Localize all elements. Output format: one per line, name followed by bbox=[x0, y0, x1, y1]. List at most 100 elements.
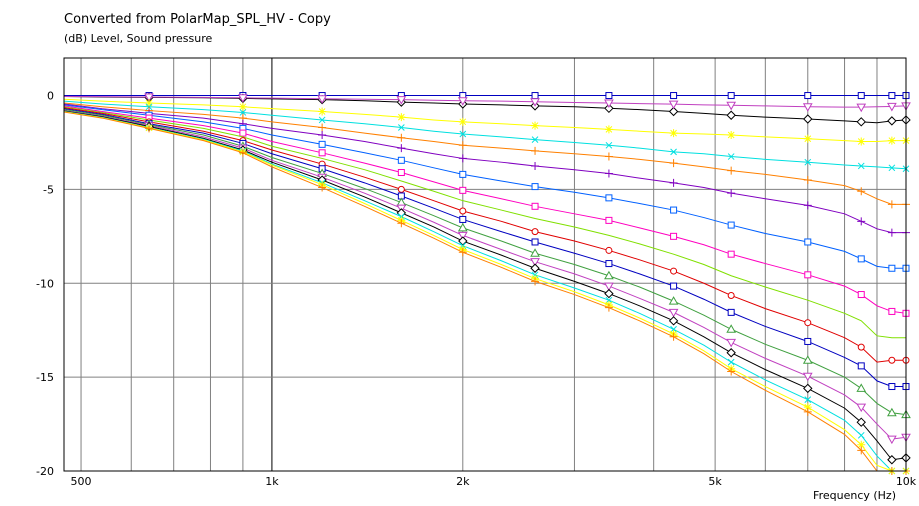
data-point bbox=[239, 129, 247, 137]
data-point bbox=[670, 282, 678, 290]
data-point bbox=[457, 97, 468, 106]
data-point bbox=[317, 95, 327, 104]
series-6 bbox=[63, 102, 910, 209]
data-point bbox=[458, 154, 467, 163]
series-15 bbox=[63, 110, 911, 465]
y-tick-label: -5 bbox=[43, 183, 54, 196]
data-point bbox=[531, 183, 539, 191]
data-point bbox=[605, 141, 613, 149]
series-line bbox=[63, 111, 906, 472]
series-13 bbox=[63, 109, 911, 419]
data-point bbox=[604, 169, 613, 178]
chart-title: Converted from PolarMap_SPL_HV - Copy bbox=[64, 12, 331, 27]
data-point bbox=[397, 124, 405, 131]
data-point bbox=[530, 258, 540, 267]
data-point bbox=[857, 362, 865, 370]
data-point bbox=[318, 149, 326, 157]
data-point bbox=[531, 146, 540, 155]
data-point bbox=[803, 176, 812, 185]
data-point bbox=[726, 348, 736, 358]
x-axis-label: Frequency (Hz) bbox=[813, 489, 896, 502]
data-point bbox=[802, 372, 813, 382]
series-12 bbox=[63, 108, 910, 391]
data-point bbox=[887, 102, 897, 112]
data-point bbox=[669, 129, 678, 138]
series-line bbox=[63, 95, 907, 108]
data-point bbox=[531, 228, 539, 236]
data-point bbox=[856, 417, 866, 427]
data-point bbox=[669, 332, 678, 341]
data-point bbox=[803, 201, 812, 210]
data-point bbox=[804, 271, 812, 279]
data-point bbox=[670, 267, 678, 275]
data-point bbox=[803, 134, 812, 143]
data-point bbox=[605, 194, 613, 202]
series-line bbox=[63, 108, 906, 388]
data-point bbox=[145, 124, 154, 133]
data-point bbox=[727, 308, 735, 316]
data-point bbox=[318, 107, 327, 116]
data-point bbox=[887, 116, 897, 126]
series-line bbox=[63, 105, 907, 314]
data-point bbox=[459, 215, 467, 223]
series-line bbox=[63, 104, 906, 269]
x-tick-label: 1k bbox=[265, 475, 279, 488]
data-point bbox=[530, 263, 540, 273]
data-point bbox=[857, 291, 865, 299]
data-point bbox=[457, 231, 468, 241]
data-point bbox=[888, 264, 896, 272]
data-point bbox=[857, 162, 865, 170]
data-point bbox=[605, 216, 613, 224]
data-point bbox=[887, 136, 896, 145]
data-point bbox=[727, 153, 735, 160]
data-point bbox=[669, 178, 678, 187]
data-point bbox=[668, 100, 679, 110]
series-line bbox=[63, 102, 906, 205]
data-point bbox=[726, 110, 736, 120]
data-point bbox=[318, 130, 327, 139]
data-point bbox=[668, 106, 679, 117]
data-point bbox=[727, 92, 735, 100]
data-point bbox=[238, 94, 248, 103]
data-point bbox=[397, 169, 405, 177]
series-8 bbox=[63, 104, 910, 272]
data-point bbox=[887, 455, 897, 465]
y-tick-labels: 0 -5 -10 -15 -20 bbox=[36, 90, 54, 478]
data-point bbox=[531, 277, 540, 286]
data-point bbox=[604, 125, 613, 134]
data-point bbox=[887, 200, 896, 209]
data-point bbox=[397, 185, 405, 193]
data-point bbox=[857, 92, 865, 100]
series-3 bbox=[63, 93, 911, 113]
data-point bbox=[318, 123, 327, 132]
data-point bbox=[459, 130, 467, 138]
plot-frame bbox=[63, 57, 907, 472]
data-point bbox=[604, 270, 614, 280]
data-point bbox=[804, 92, 812, 100]
data-point bbox=[531, 92, 539, 100]
data-point bbox=[804, 396, 812, 404]
data-point bbox=[604, 152, 613, 161]
data-point bbox=[856, 117, 866, 127]
data-point bbox=[857, 217, 866, 226]
series-line bbox=[63, 109, 907, 416]
data-point bbox=[857, 343, 865, 351]
data-point bbox=[318, 116, 326, 124]
data-point bbox=[397, 144, 406, 153]
data-point bbox=[531, 136, 539, 144]
data-point bbox=[888, 356, 896, 364]
data-point bbox=[604, 103, 614, 114]
data-point bbox=[318, 140, 326, 148]
data-point bbox=[888, 164, 896, 172]
data-point bbox=[669, 159, 678, 168]
data-point bbox=[856, 403, 867, 413]
data-point bbox=[856, 103, 867, 113]
data-point bbox=[530, 248, 540, 257]
data-point bbox=[802, 355, 813, 364]
data-point bbox=[668, 316, 679, 326]
data-point bbox=[727, 291, 735, 299]
data-point bbox=[604, 99, 614, 109]
data-point bbox=[803, 114, 813, 124]
data-point bbox=[727, 166, 736, 175]
